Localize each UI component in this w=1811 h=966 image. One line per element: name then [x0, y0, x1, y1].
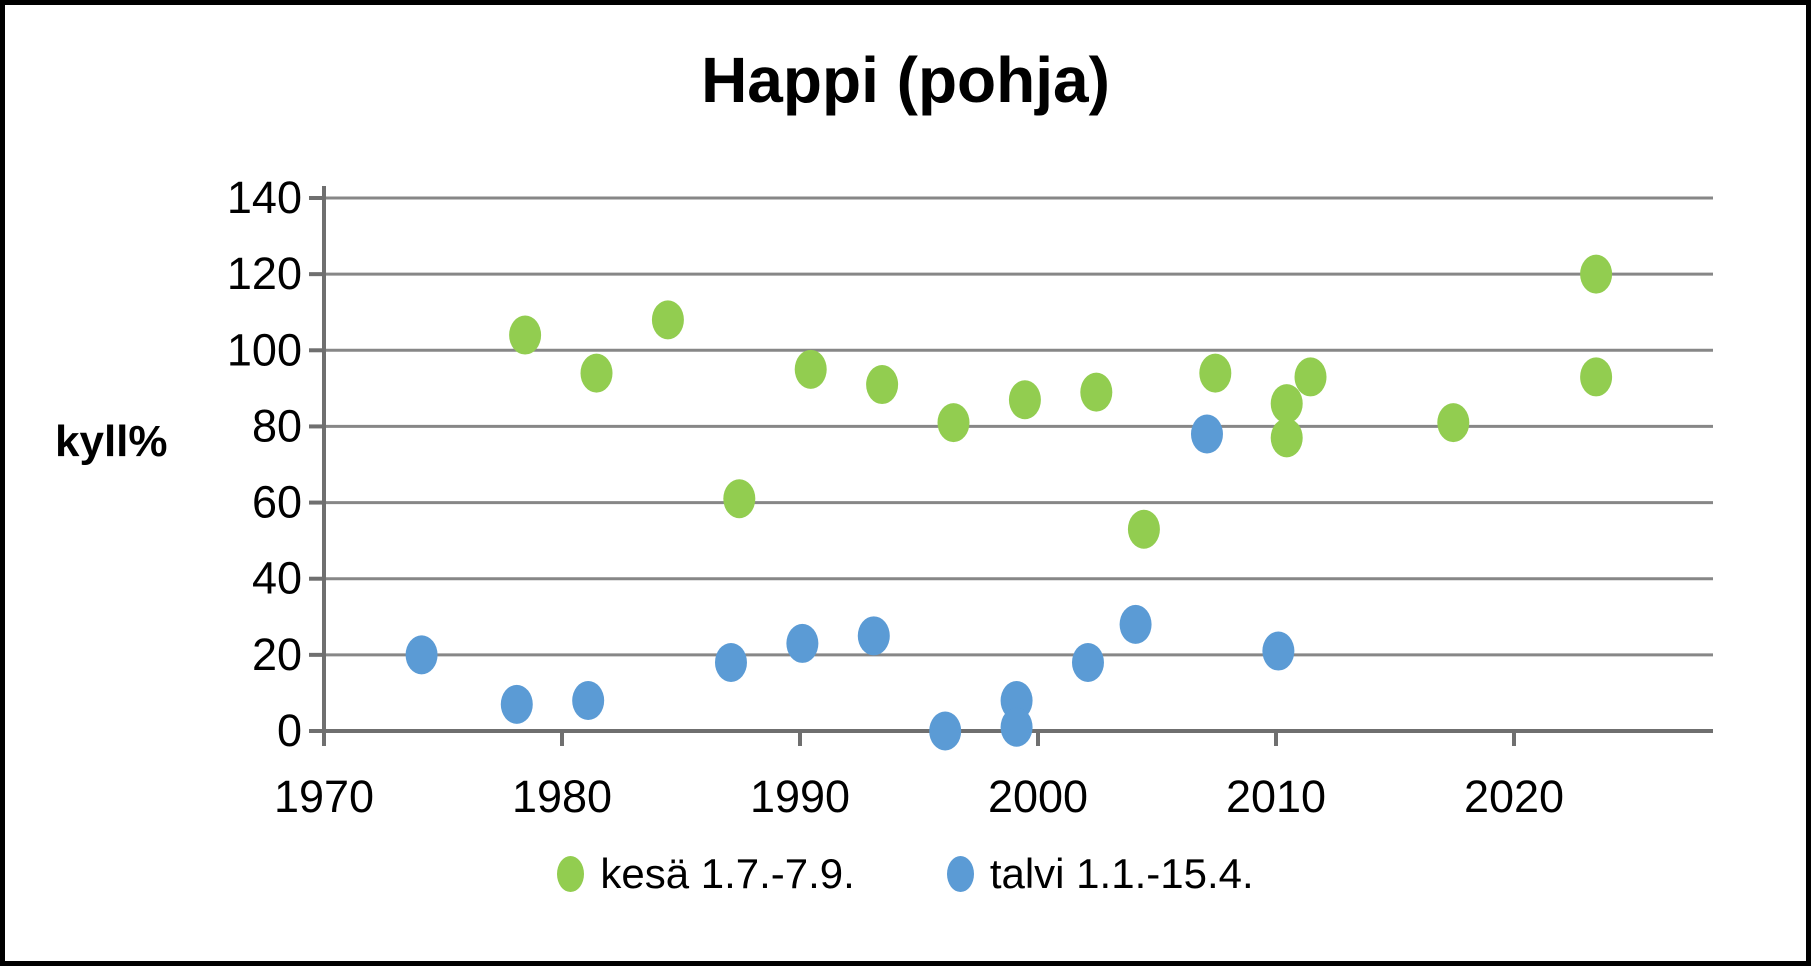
y-tick-label-140: 140	[227, 172, 302, 223]
data-point-talvi-1993-25	[857, 616, 890, 656]
data-point-talvi-1996-0	[929, 711, 962, 751]
y-axis-label: kyll%	[55, 417, 168, 466]
data-point-kesa-2023-120	[1580, 254, 1613, 294]
x-tick-label-2020: 2020	[1464, 771, 1564, 822]
data-point-kesa-2010-86	[1270, 384, 1303, 424]
y-tick-label-80: 80	[252, 400, 302, 451]
data-point-talvi-2004-28	[1119, 604, 1152, 644]
y-tick-label-0: 0	[277, 705, 302, 756]
talvi-series-marker-icon	[946, 856, 974, 892]
x-tick-label-2010: 2010	[1226, 771, 1326, 822]
x-tick-label-2000: 2000	[988, 771, 1088, 822]
data-point-kesa-2017-81	[1437, 403, 1470, 443]
legend-item-talvi: talvi 1.1.-15.4.	[946, 850, 1254, 898]
data-point-talvi-1978-7	[500, 684, 533, 724]
data-point-talvi-1990-23	[786, 623, 819, 663]
data-point-talvi-1981-8	[572, 681, 605, 721]
data-point-kesa-2011-93	[1294, 357, 1327, 397]
x-tick-label-1970: 1970	[274, 771, 374, 822]
data-point-kesa-1990-95	[794, 349, 827, 389]
y-tick-label-100: 100	[227, 324, 302, 375]
y-tick-label-60: 60	[252, 477, 302, 528]
data-point-talvi-2007-78	[1190, 414, 1223, 454]
legend: kesä 1.7.-7.9. talvi 1.1.-15.4.	[5, 850, 1806, 898]
plot-area: 0 20 40 60 80 100 120 140 1970 1980 1990 2000 2010 20…	[227, 172, 1713, 822]
kesa-series-marker-icon	[557, 856, 585, 892]
legend-item-kesa: kesä 1.7.-7.9.	[557, 850, 855, 898]
data-point-kesa-1984-108	[651, 300, 684, 340]
data-point-kesa-2023-93	[1580, 357, 1613, 397]
data-point-talvi-1987-18	[714, 642, 747, 682]
y-tick-label-40: 40	[252, 553, 302, 604]
data-point-kesa-1999-87	[1008, 380, 1041, 420]
data-point-talvi-2002-18	[1071, 642, 1104, 682]
data-point-talvi-1974-20	[405, 635, 438, 675]
y-tick-label-120: 120	[227, 248, 302, 299]
legend-label-talvi: talvi 1.1.-15.4.	[989, 850, 1254, 897]
data-point-kesa-1993-91	[866, 365, 899, 405]
data-point-talvi-1999-1	[1000, 707, 1033, 747]
data-point-kesa-2010-77	[1270, 418, 1303, 458]
data-point-kesa-1978-104	[509, 315, 542, 355]
data-point-kesa-2004-53	[1127, 509, 1160, 549]
data-point-kesa-2002-89	[1080, 372, 1113, 412]
data-point-kesa-1981-94	[580, 353, 613, 393]
y-tick-label-20: 20	[252, 629, 302, 680]
x-tick-label-1990: 1990	[750, 771, 850, 822]
data-point-talvi-1999-8	[1000, 681, 1033, 721]
x-tick-label-1980: 1980	[512, 771, 612, 822]
data-point-kesa-1996-81	[937, 403, 970, 443]
data-point-talvi-2010-21	[1262, 631, 1295, 671]
legend-label-kesa: kesä 1.7.-7.9.	[600, 850, 855, 897]
data-point-kesa-2007-94	[1199, 353, 1232, 393]
chart-title: Happi (pohja)	[701, 44, 1110, 116]
data-point-kesa-1987-61	[723, 479, 756, 519]
